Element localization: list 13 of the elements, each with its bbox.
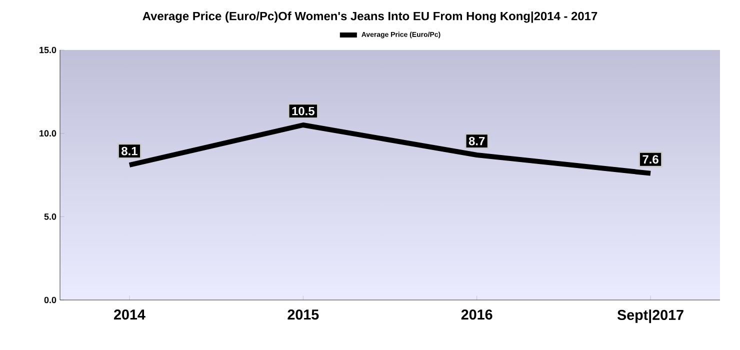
data-label: 8.1 [122, 146, 138, 156]
x-tick-label: 2015 [288, 310, 319, 320]
y-tick-label: 5.0 [44, 213, 56, 220]
x-tick-label: 2016 [461, 310, 492, 320]
y-tick-label: 0.0 [44, 296, 56, 304]
x-tick-label: 2014 [114, 310, 146, 320]
x-tick-label: Sept|2017 [617, 310, 684, 324]
chart-title: Average Price (Euro/Pc)Of Women's Jeans Into EU From Hong Kong|2014 - 2017 [142, 12, 598, 23]
data-label: 7.6 [642, 155, 658, 164]
y-tick-label: 15.0 [40, 46, 56, 54]
data-label: 8.7 [468, 136, 485, 146]
data-label: 10.5 [292, 106, 314, 116]
y-tick-label: 10.0 [40, 130, 56, 137]
